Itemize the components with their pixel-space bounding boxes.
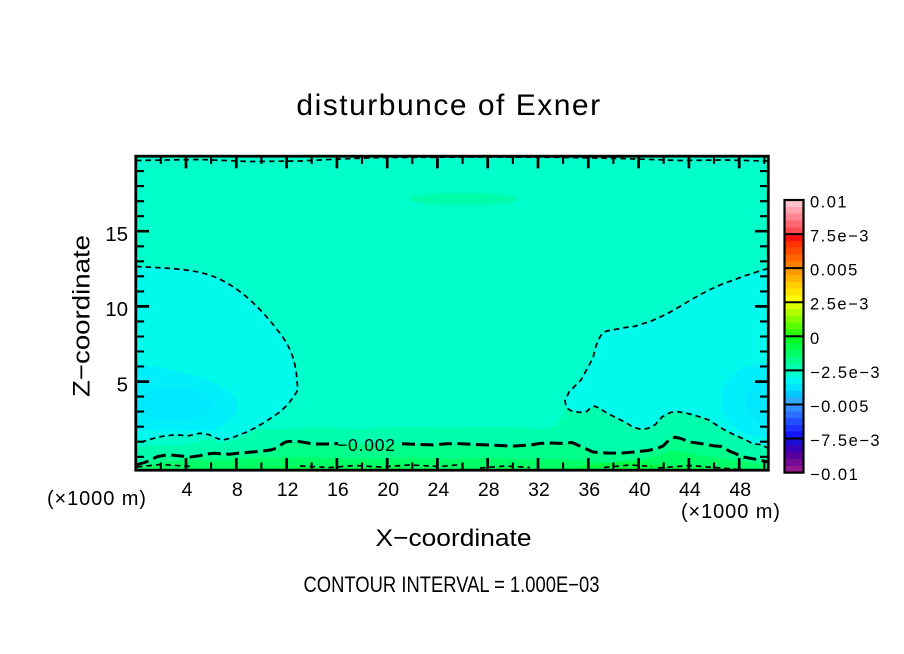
svg-text:10: 10	[105, 298, 128, 321]
svg-text:X−coordinate: X−coordinate	[376, 525, 532, 552]
svg-text:0: 0	[810, 330, 821, 348]
svg-text:−0.005: −0.005	[810, 398, 870, 416]
svg-text:15: 15	[105, 223, 128, 246]
svg-text:2.5e−3: 2.5e−3	[810, 296, 870, 314]
svg-text:(×1000 m): (×1000 m)	[47, 488, 147, 510]
svg-text:44: 44	[679, 479, 701, 501]
svg-text:CONTOUR INTERVAL = 1.000E−03: CONTOUR INTERVAL = 1.000E−03	[304, 572, 600, 597]
svg-text:−0.002: −0.002	[337, 435, 396, 455]
svg-text:(×1000 m): (×1000 m)	[681, 501, 781, 523]
svg-text:0.01: 0.01	[810, 194, 848, 212]
svg-text:−2.5e−3: −2.5e−3	[810, 364, 881, 382]
svg-text:48: 48	[729, 479, 751, 501]
svg-text:16: 16	[327, 479, 349, 501]
svg-text:7.5e−3: 7.5e−3	[810, 228, 870, 246]
svg-text:40: 40	[629, 479, 651, 501]
svg-text:32: 32	[528, 479, 550, 501]
svg-text:disturbunce of Exner: disturbunce of Exner	[296, 89, 601, 122]
svg-text:Z−coordinate: Z−coordinate	[69, 235, 96, 397]
svg-text:24: 24	[428, 479, 450, 501]
svg-text:0.005: 0.005	[810, 262, 859, 280]
svg-text:5: 5	[117, 373, 128, 396]
svg-text:−0.01: −0.01	[810, 466, 859, 484]
svg-text:8: 8	[232, 479, 243, 501]
svg-text:36: 36	[578, 479, 600, 501]
svg-text:−7.5e−3: −7.5e−3	[810, 432, 881, 450]
svg-text:20: 20	[377, 479, 399, 501]
svg-text:4: 4	[182, 479, 193, 501]
svg-text:12: 12	[277, 479, 299, 501]
svg-text:28: 28	[478, 479, 500, 501]
